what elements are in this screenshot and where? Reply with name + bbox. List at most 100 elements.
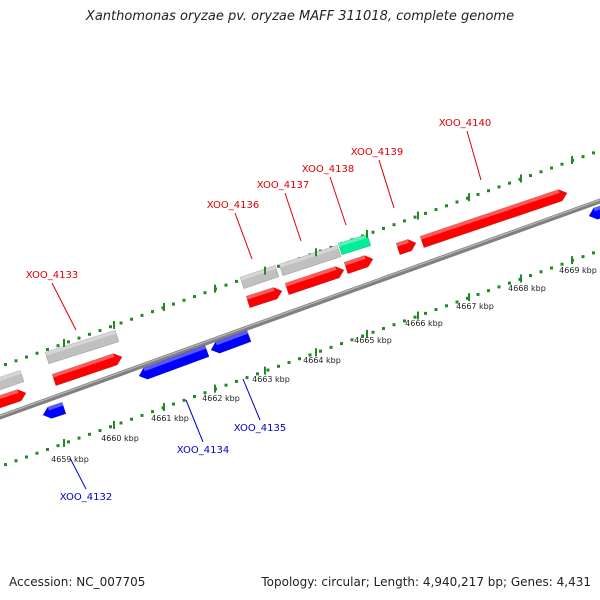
forward-gene-arrow-shine — [396, 239, 409, 247]
pseudogene-arrow[interactable] — [0, 369, 25, 394]
scale-dot — [476, 292, 480, 296]
forward-gene-arrow[interactable] — [395, 237, 418, 256]
scale-dot — [88, 432, 91, 436]
kbp-tick-label: 4665 kbp — [354, 336, 392, 345]
forward-gene-label[interactable]: XOO_4138 — [302, 164, 354, 175]
forward-gene-arrow[interactable] — [245, 285, 284, 309]
reverse-gene-label[interactable]: XOO_4134 — [177, 445, 229, 456]
forward-gene-arrow-body — [284, 266, 345, 296]
scale-dot — [319, 349, 322, 353]
forward-gene-label[interactable]: XOO_4140 — [439, 118, 491, 129]
scale-dot — [14, 459, 18, 463]
scale-dot — [119, 321, 123, 325]
forward-gene-arrow-body — [343, 255, 374, 275]
scale-dot — [592, 151, 595, 155]
rna-gene-arrow-shine — [338, 234, 369, 247]
scale-dot — [424, 311, 427, 315]
pseudogene-arrow[interactable] — [239, 264, 280, 290]
scale-dot — [539, 270, 543, 274]
scale-dot — [487, 189, 490, 193]
label-leader — [185, 399, 204, 443]
rna-gene-arrow[interactable] — [337, 233, 372, 256]
forward-gene-arrow[interactable] — [0, 387, 28, 412]
scale-dot — [434, 308, 438, 312]
scale-dot — [151, 410, 154, 414]
scale-dot — [203, 391, 207, 395]
scale-dot — [140, 313, 144, 317]
gene-track — [0, 187, 600, 420]
forward-gene-label[interactable]: XOO_4137 — [257, 180, 309, 191]
reverse-gene-arrow[interactable] — [137, 344, 210, 381]
scale-dot — [581, 255, 585, 259]
pseudogene-arrow[interactable] — [44, 329, 120, 365]
scale-dot — [287, 361, 291, 364]
forward-gene-arrow-body — [0, 389, 27, 412]
reverse-gene-arrow-shine — [593, 202, 600, 212]
reverse-gene-arrow[interactable] — [41, 401, 67, 420]
scale-dot — [550, 166, 553, 170]
pseudogene-arrow-shine — [240, 265, 277, 281]
forward-gene-arrow[interactable] — [343, 253, 375, 275]
scale-dot — [382, 226, 385, 230]
scale-dot — [4, 463, 7, 467]
scale-dot — [371, 230, 375, 234]
forward-gene-arrow-shine — [52, 353, 115, 378]
scale-dot — [193, 395, 196, 399]
scale-dot — [182, 298, 186, 302]
pseudogene-arrow[interactable] — [278, 244, 342, 277]
forward-gene-label[interactable]: XOO_4139 — [351, 147, 403, 158]
scale-dot — [476, 192, 480, 196]
scale-dot — [340, 342, 343, 346]
scale-dot — [56, 344, 60, 348]
pseudogene-arrow-shine — [45, 330, 117, 356]
scale-dot — [235, 279, 238, 283]
forward-gene-arrow[interactable] — [284, 264, 346, 296]
scale-dot — [497, 285, 501, 289]
scale-dot — [266, 368, 270, 372]
scale-dot — [277, 364, 280, 368]
kbp-tick-label: 4663 kbp — [252, 375, 290, 384]
forward-gene-arrow[interactable] — [419, 187, 569, 249]
reverse-gene-arrow-shine — [143, 345, 207, 372]
kbp-tick-label: 4668 kbp — [508, 284, 546, 293]
scale-dot — [203, 291, 207, 295]
label-leader — [378, 159, 395, 209]
accession-text: Accession: NC_007705 — [9, 575, 146, 589]
reverse-gene-arrow[interactable] — [209, 329, 252, 355]
scale-dot — [130, 317, 133, 321]
kbp-tick-label: 4667 kbp — [456, 302, 494, 311]
pseudogene-arrow-shine — [279, 245, 339, 268]
label-leaders — [51, 130, 482, 490]
forward-gene-label[interactable]: XOO_4133 — [26, 270, 78, 281]
scale-dot — [413, 215, 417, 219]
scale-dot — [46, 347, 49, 351]
scale-dot — [560, 262, 564, 266]
reverse-gene-arrow[interactable] — [587, 201, 600, 221]
scale-dot — [529, 274, 532, 278]
scale-dot — [224, 283, 228, 287]
pseudogene-arrow-shine — [0, 370, 22, 385]
backbone-line — [0, 198, 600, 420]
scale-dot — [14, 359, 18, 363]
forward-gene-arrow[interactable] — [51, 351, 124, 387]
pseudogene-arrow-body — [278, 244, 342, 277]
reverse-gene-label[interactable]: XOO_4135 — [234, 423, 286, 434]
scale-dot — [445, 204, 448, 208]
pseudogene-arrow-body — [239, 264, 280, 290]
forward-gene-label[interactable]: XOO_4136 — [207, 200, 259, 211]
scale-dot — [35, 351, 39, 355]
label-leader — [284, 192, 302, 242]
forward-gene-arrow-shine — [0, 389, 19, 403]
forward-gene-arrow-body — [419, 189, 568, 249]
scale-dot — [308, 353, 312, 357]
scale-dot — [455, 200, 459, 204]
scale-dot — [77, 436, 81, 440]
reverse-gene-label[interactable]: XOO_4132 — [60, 492, 112, 503]
forward-gene-arrow-body — [245, 287, 283, 309]
forward-gene-arrow-shine — [246, 287, 275, 300]
scale-dot — [560, 162, 564, 166]
scale-dot — [25, 455, 28, 459]
backbone-highlight — [0, 199, 600, 417]
scale-dot — [67, 340, 70, 344]
scale-dot — [424, 211, 427, 215]
